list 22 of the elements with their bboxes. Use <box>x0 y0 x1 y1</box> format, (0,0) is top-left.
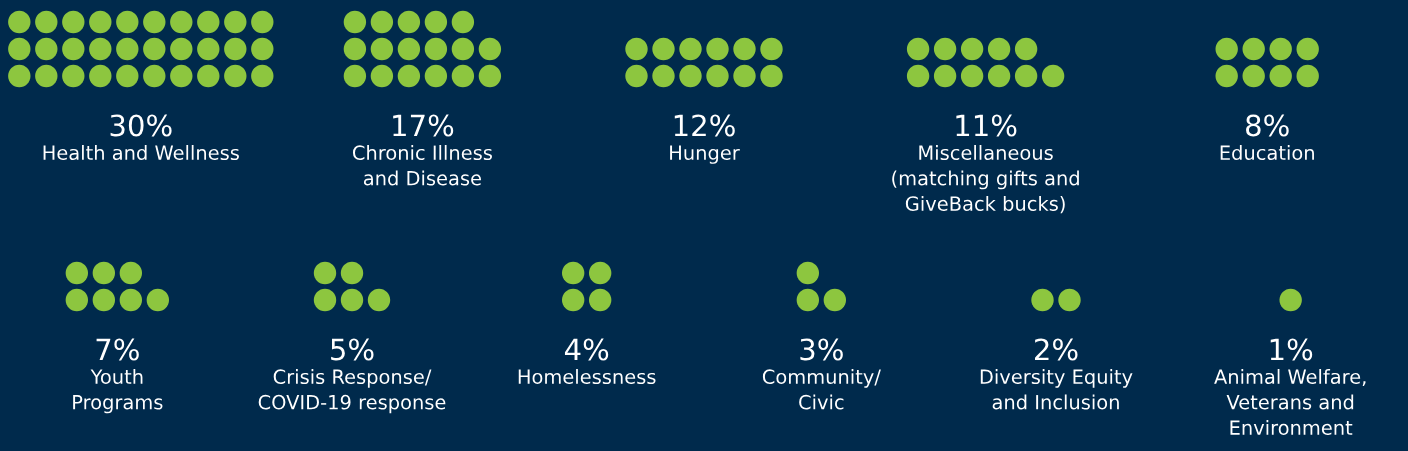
category-label: Miscellaneous (matching gifts and GiveBack bucks) <box>892 145 1079 214</box>
category-label: Chronic Illness and Disease <box>352 145 492 186</box>
category-label: Crisis Response/ COVID-19 response <box>258 369 446 414</box>
data-label: 8% <box>1246 114 1289 137</box>
data-label: 30% <box>110 114 172 137</box>
data-label: 3% <box>800 338 843 361</box>
category-label: Homelessness <box>518 369 656 385</box>
data-label: 5% <box>331 338 374 361</box>
category-label: Education <box>1220 145 1314 161</box>
category-label: Hunger <box>670 145 740 164</box>
category-label: Community/ Civic <box>762 369 881 410</box>
data-label: 11% <box>956 114 1017 137</box>
category-label: Youth Programs <box>73 369 163 414</box>
data-label: 12% <box>674 114 735 137</box>
data-label: 1% <box>1270 338 1313 361</box>
data-label: 2% <box>1035 338 1078 361</box>
data-label: 4% <box>564 338 609 361</box>
category-label: Health and Wellness <box>43 145 239 161</box>
data-label: 7% <box>96 338 139 361</box>
category-label: Diversity Equity and Inclusion <box>980 369 1133 410</box>
data-label: 17% <box>393 114 454 137</box>
category-label: Animal Welfare, Veterans and Environment <box>1214 369 1366 435</box>
